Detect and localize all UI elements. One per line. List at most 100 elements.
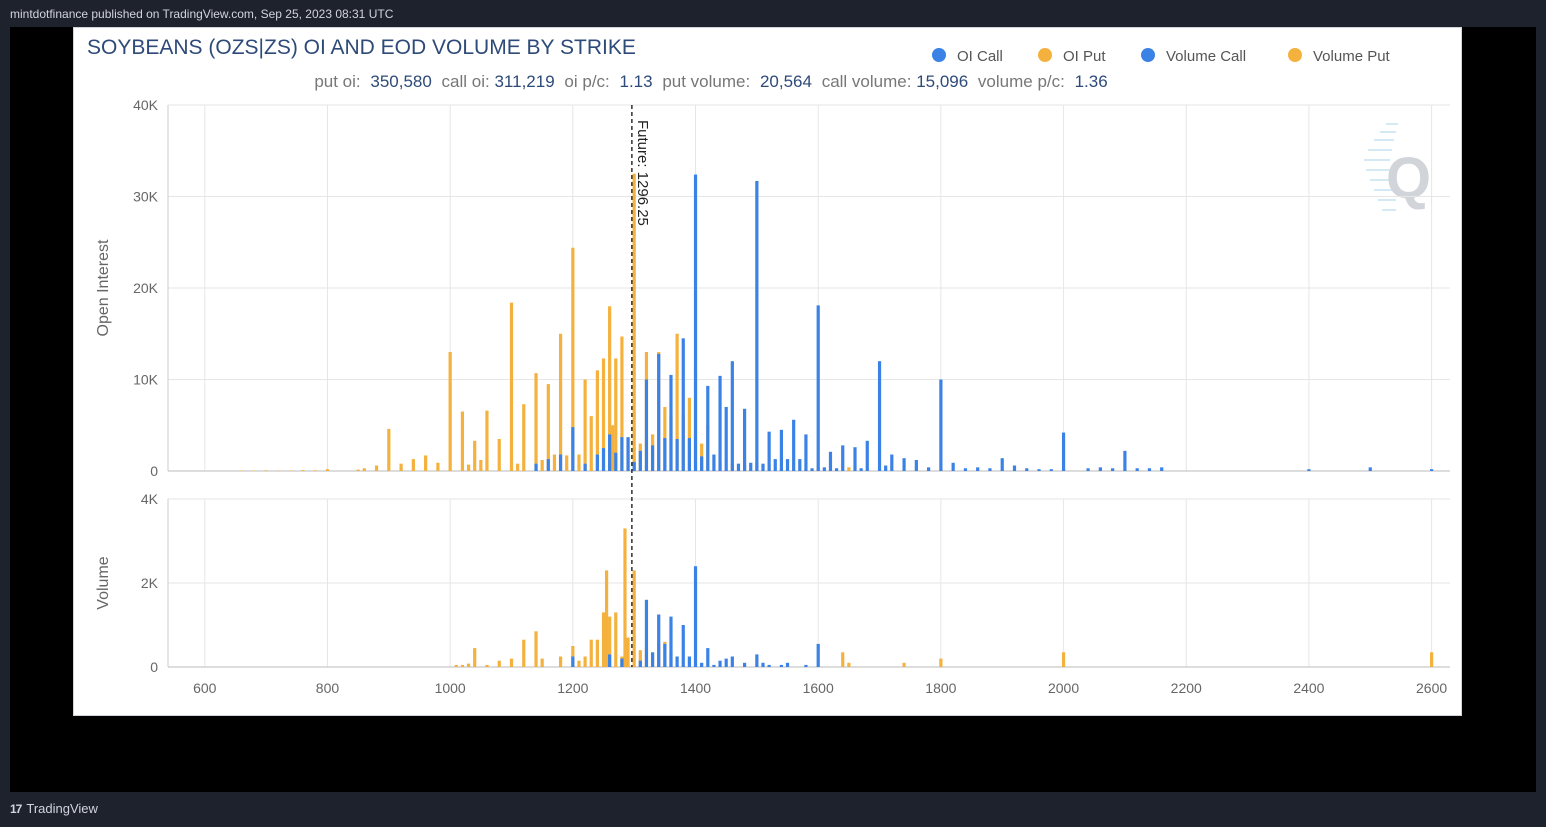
bar-oi-put xyxy=(608,306,612,471)
bar-volume-put xyxy=(589,639,593,667)
bar-oi-put xyxy=(466,464,471,471)
bar-volume-call xyxy=(687,656,691,667)
bar-oi-put xyxy=(847,467,851,471)
bar-oi-call xyxy=(1086,468,1090,471)
svg-text:put oi: 350,580: put oi: 350,580 call oi: 311,219 oi p/c:… xyxy=(314,72,1107,91)
bar-volume-call xyxy=(681,625,685,667)
bar-oi-put xyxy=(675,333,679,471)
bar-oi-call xyxy=(614,452,618,471)
bar-oi-put xyxy=(448,352,452,471)
bar-oi-call xyxy=(650,445,655,471)
bar-volume-put xyxy=(601,612,606,667)
bar-volume-put xyxy=(522,639,526,667)
bar-oi-call xyxy=(626,437,630,471)
bar-volume-put xyxy=(497,660,501,667)
bar-volume-call xyxy=(644,599,649,667)
legend-item-volume-put[interactable]: Volume Put xyxy=(1288,48,1391,65)
bar-volume-call xyxy=(693,566,698,667)
bar-volume-call xyxy=(724,658,728,667)
bar-volume-put xyxy=(577,660,581,667)
bar-volume-call xyxy=(650,652,655,667)
bar-oi-put xyxy=(611,425,615,471)
bar-volume-call xyxy=(700,662,704,667)
bar-oi-call xyxy=(718,375,722,471)
bar-volume-put xyxy=(473,648,477,667)
bar-volume-put xyxy=(841,652,845,667)
bar-oi-put xyxy=(289,470,293,471)
x-tick-label: 2600 xyxy=(1416,680,1447,696)
bar-volume-call xyxy=(761,662,765,667)
bar-oi-call xyxy=(632,461,636,471)
x-tick-label: 1200 xyxy=(557,680,588,696)
bar-oi-call xyxy=(706,385,710,471)
bar-oi-call xyxy=(724,406,728,471)
bar-volume-put xyxy=(623,528,627,667)
x-tick-label: 1400 xyxy=(680,680,711,696)
legend-item-oi-call[interactable]: OI Call xyxy=(932,48,1003,65)
bar-oi-put xyxy=(595,370,599,471)
bar-oi-call xyxy=(1160,467,1164,471)
bar-volume-put xyxy=(454,664,458,667)
watermark-lines xyxy=(1364,123,1398,211)
call-volume-label: call volume: xyxy=(822,72,912,91)
bar-volume-put xyxy=(485,664,489,667)
bar-oi-call xyxy=(785,459,790,471)
bar-oi-put xyxy=(601,358,606,471)
bar-volume-put xyxy=(638,650,642,667)
put-volume-label: put volume: xyxy=(662,72,750,91)
chart-title: SOYBEANS (OZS|ZS) OI AND EOD VOLUME BY S… xyxy=(87,36,636,59)
bar-oi-call xyxy=(700,456,704,471)
summary-line: put oi: 350,580 call oi: 311,219 oi p/c:… xyxy=(314,72,1107,91)
bar-oi-call xyxy=(951,462,955,471)
x-tick-label: 2200 xyxy=(1171,680,1202,696)
bar-volume-put xyxy=(534,631,538,667)
bar-volume-put xyxy=(460,664,465,667)
bar-oi-call xyxy=(1111,468,1115,471)
bar-oi-put xyxy=(325,469,330,471)
y-tick-label: 0 xyxy=(150,463,158,479)
oi-volume-chart: SOYBEANS (OZS|ZS) OI AND EOD VOLUME BY S… xyxy=(87,36,1450,696)
bar-oi-put xyxy=(460,411,465,471)
bar-oi-put xyxy=(583,379,587,471)
bar-oi-put xyxy=(252,470,256,472)
bar-oi-call xyxy=(644,379,649,471)
bar-oi-call xyxy=(571,427,575,471)
bar-oi-call xyxy=(841,445,845,471)
bar-volume-put xyxy=(632,570,636,667)
legend-item-volume-call[interactable]: Volume Call xyxy=(1141,48,1246,65)
bar-oi-call xyxy=(583,463,587,471)
bar-oi-call xyxy=(1025,468,1029,471)
bar-oi-put xyxy=(485,410,489,471)
tradingview-footer: 17 TradingView xyxy=(10,801,98,816)
bar-oi-call xyxy=(927,467,931,471)
bar-oi-call xyxy=(798,459,802,471)
tradingview-brand[interactable]: TradingView xyxy=(26,801,98,816)
bar-volume-put xyxy=(1061,652,1066,667)
legend-dot-oi-put xyxy=(1038,48,1052,62)
volume-pc-value: 1.36 xyxy=(1075,72,1108,91)
bar-volume-call xyxy=(785,662,790,667)
bar-oi-call xyxy=(620,437,624,471)
legend-item-oi-put[interactable]: OI Put xyxy=(1038,48,1106,65)
bar-volume-put xyxy=(614,612,618,667)
bar-oi-call xyxy=(816,305,820,471)
bar-oi-call xyxy=(730,361,734,471)
bar-volume-call xyxy=(816,643,820,667)
bar-oi-call xyxy=(595,454,599,471)
bar-oi-call xyxy=(939,379,943,471)
bar-oi-call xyxy=(1307,469,1311,471)
bar-volume-call xyxy=(706,648,710,667)
bar-oi-call xyxy=(1368,467,1372,471)
tradingview-logo-icon[interactable]: 17 xyxy=(10,801,22,816)
bar-volume-call xyxy=(675,656,679,667)
bar-oi-put xyxy=(473,440,477,471)
bar-volume-call xyxy=(767,664,771,667)
bar-volume-put xyxy=(583,656,587,667)
y-tick-label: 10K xyxy=(133,372,159,388)
bar-oi-call xyxy=(890,454,894,471)
bar-oi-put xyxy=(362,468,366,471)
bar-oi-put xyxy=(522,404,526,471)
bar-oi-call xyxy=(712,454,716,471)
bar-oi-call xyxy=(1147,468,1152,471)
bar-oi-put xyxy=(374,465,379,471)
